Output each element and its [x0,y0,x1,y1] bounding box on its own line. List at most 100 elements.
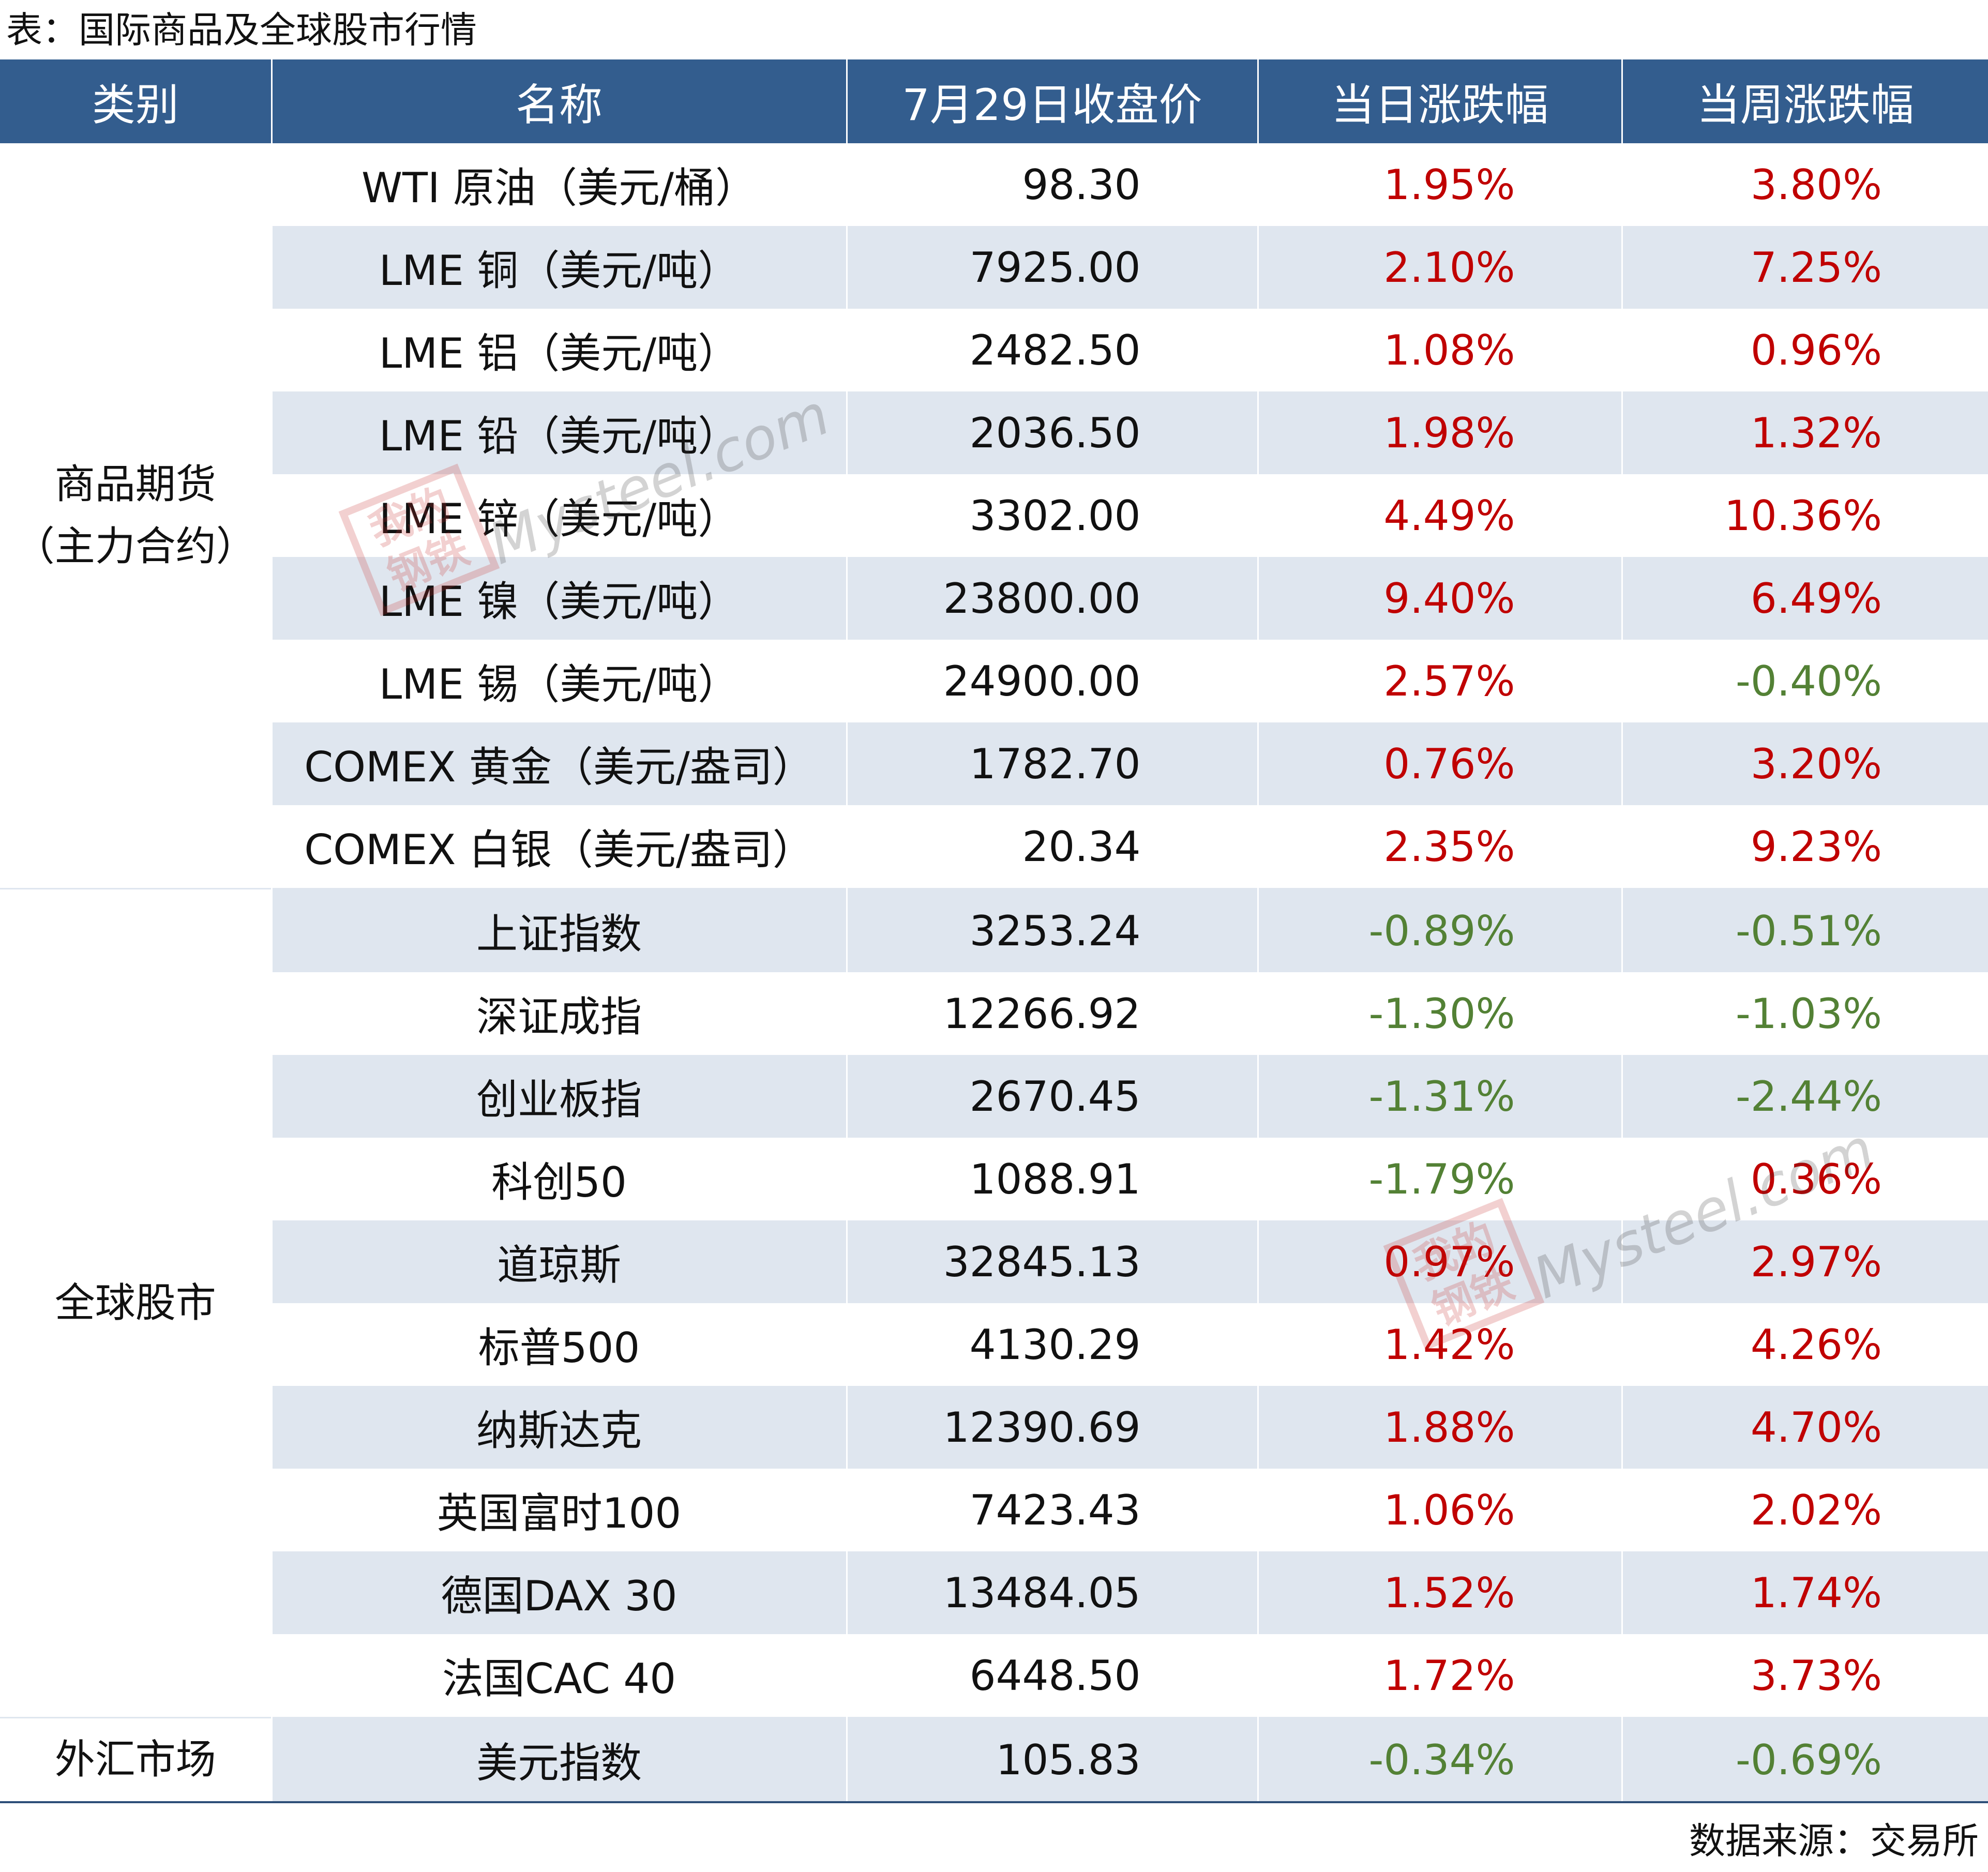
table-row: 创业板指 2670.45 -1.31% -2.44% [0,1055,1988,1138]
table-body: 商品期货 （主力合约） WTI 原油（美元/桶） 98.30 1.95% 3.80% LM… [0,143,1988,1803]
daily-change-cell: 1.95% [1258,143,1623,226]
table-row: 全球股市 上证指数 3253.24 -0.89% -0.51% [0,888,1988,1718]
table-row: LME 镍（美元/吨） 23800.00 9.40% 6.49% [0,557,1988,640]
weekly-change-cell: 10.36% [1724,491,1882,540]
price-cell: 13484.05 [847,1551,1259,1634]
weekly-change-cell: 0.36% [1750,1155,1882,1203]
price-cell: 98.30 [847,143,1259,226]
price-cell: 20.34 [847,805,1259,889]
weekly-change-cell: 2.02% [1750,1486,1882,1534]
price-cell: 12266.92 [847,972,1259,1055]
daily-change-cell: 1.72% [1258,1634,1623,1718]
name-cell: COMEX 黄金（美元/盎司） [272,722,848,805]
price-cell: 7423.43 [847,1469,1259,1551]
daily-change-cell: 9.40% [1258,557,1623,640]
weekly-change-cell: 3.80% [1750,160,1882,209]
name-cell: LME 锡（美元/吨） [272,640,848,722]
category-cell: 全球股市 [0,888,273,1718]
table-row: 英国富时100 7423.43 1.06% 2.02% [0,1469,1988,1551]
price-cell: 1782.70 [847,722,1259,805]
table-row: 道琼斯 32845.13 0.97% 2.97% [0,1220,1988,1303]
daily-change-cell: -1.30% [1258,972,1623,1055]
price-cell: 7925.00 [847,226,1259,309]
name-cell: 科创50 [272,1138,848,1220]
daily-change-cell: 1.06% [1258,1469,1623,1551]
market-table: 类别 名称 7月29日收盘价 当日涨跌幅 当周涨跌幅 商品期货 （主力合约） WT… [0,59,1988,1803]
price-cell: 1088.91 [847,1138,1259,1220]
name-cell: 标普500 [272,1303,848,1386]
header-weekly-change: 当周涨跌幅 [1622,59,1988,143]
weekly-change-cell: -0.51% [1622,888,1988,972]
header-close-price: 7月29日收盘价 [847,59,1259,143]
table-header: 类别 名称 7月29日收盘价 当日涨跌幅 当周涨跌幅 [0,59,1988,143]
name-cell: 上证指数 [272,888,848,972]
weekly-change-cell: 1.74% [1622,1551,1988,1634]
header-name: 名称 [272,59,848,143]
daily-change-cell: -0.89% [1258,888,1623,972]
daily-change-cell: 1.08% [1258,309,1623,391]
table-row: 深证成指 12266.92 -1.30% -1.03% [0,972,1988,1055]
daily-change-cell: -1.31% [1258,1055,1623,1138]
weekly-change-cell: 4.70% [1622,1386,1988,1469]
price-cell: 3302.00 [847,474,1259,557]
table-row: LME 锌（美元/吨） 3302.00 4.49% 10.36% [0,474,1988,557]
weekly-change-cell: 9.23% [1750,822,1882,871]
price-cell: 6448.50 [847,1634,1259,1718]
name-cell: LME 铜（美元/吨） [272,226,848,309]
name-cell: LME 镍（美元/吨） [272,557,848,640]
price-cell: 4130.29 [847,1303,1259,1386]
price-cell: 3253.24 [847,888,1259,972]
price-cell: 2670.45 [847,1055,1259,1138]
name-cell: 纳斯达克 [272,1386,848,1469]
price-cell: 23800.00 [847,557,1259,640]
daily-change-cell: 2.35% [1258,805,1623,889]
table-row: 德国DAX 30 13484.05 1.52% 1.74% [0,1551,1988,1634]
name-cell: 英国富时100 [272,1469,848,1551]
daily-change-cell: 0.76% [1258,722,1623,805]
table-row: COMEX 白银（美元/盎司） 20.34 2.35% 9.23% [0,805,1988,889]
price-cell: 24900.00 [847,640,1259,722]
daily-change-cell: -1.79% [1258,1138,1623,1220]
weekly-change-cell: 3.73% [1750,1651,1882,1700]
header-daily-change: 当日涨跌幅 [1258,59,1623,143]
name-cell: 德国DAX 30 [272,1551,848,1634]
table-title: 表：国际商品及全球股市行情 [6,9,477,51]
table-row: 标普500 4130.29 1.42% 4.26% [0,1303,1988,1386]
weekly-change-cell: 6.49% [1622,557,1988,640]
price-cell: 105.83 [847,1717,1259,1803]
table-row: 法国CAC 40 6448.50 1.72% 3.73% [0,1634,1988,1718]
category-cell: 商品期货 （主力合约） [0,143,273,889]
weekly-change-cell: 7.25% [1622,226,1988,309]
weekly-change-cell: -1.03% [1735,989,1882,1038]
daily-change-cell: 1.98% [1258,391,1623,474]
name-cell: 创业板指 [272,1055,848,1138]
weekly-change-cell: -0.69% [1622,1717,1988,1803]
daily-change-cell: 2.10% [1258,226,1623,309]
table-row: LME 铝（美元/吨） 2482.50 1.08% 0.96% [0,309,1988,391]
weekly-change-cell: -2.44% [1622,1055,1988,1138]
name-cell: WTI 原油（美元/桶） [272,143,848,226]
table-row: LME 铅（美元/吨） 2036.50 1.98% 1.32% [0,391,1988,474]
table-row: COMEX 黄金（美元/盎司） 1782.70 0.76% 3.20% [0,722,1988,805]
daily-change-cell: 2.57% [1258,640,1623,722]
daily-change-cell: 4.49% [1258,474,1623,557]
daily-change-cell: 1.52% [1258,1551,1623,1634]
name-cell: 法国CAC 40 [272,1634,848,1718]
name-cell: COMEX 白银（美元/盎司） [272,805,848,889]
category-cell: 外汇市场 [0,1717,273,1803]
name-cell: 深证成指 [272,972,848,1055]
table-row: 纳斯达克 12390.69 1.88% 4.70% [0,1386,1988,1469]
daily-change-cell: 1.88% [1258,1386,1623,1469]
data-source: 数据来源：交易所 [1689,1820,1979,1862]
weekly-change-cell: 3.20% [1622,722,1988,805]
name-cell: 道琼斯 [272,1220,848,1303]
name-cell: LME 铝（美元/吨） [272,309,848,391]
table-row: LME 铜（美元/吨） 7925.00 2.10% 7.25% [0,226,1988,309]
weekly-change-cell: -0.40% [1735,657,1882,705]
table-row: 科创50 1088.91 -1.79% 0.36% [0,1138,1988,1220]
name-cell: LME 铅（美元/吨） [272,391,848,474]
weekly-change-cell: 2.97% [1622,1220,1988,1303]
weekly-change-cell: 4.26% [1750,1320,1882,1369]
header-category: 类别 [0,59,273,143]
table-row: 外汇市场 美元指数 105.83 -0.34% -0.69% [0,1717,1988,1803]
